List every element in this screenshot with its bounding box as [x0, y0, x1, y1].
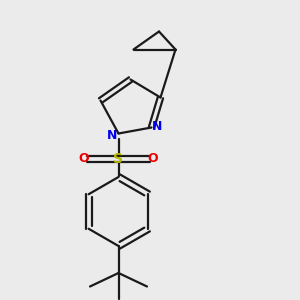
Text: O: O: [148, 152, 158, 166]
Text: O: O: [79, 152, 89, 166]
Text: S: S: [113, 152, 124, 166]
Text: N: N: [152, 119, 163, 133]
Text: N: N: [107, 129, 117, 142]
